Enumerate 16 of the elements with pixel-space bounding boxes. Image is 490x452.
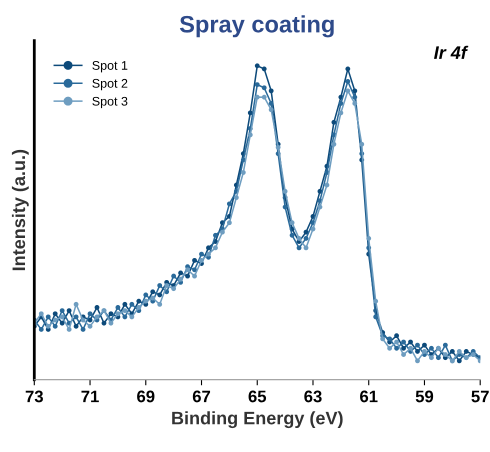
x-tick-label: 65 xyxy=(248,390,266,402)
x-tick-label: 57 xyxy=(471,390,489,402)
x-tick-label: 71 xyxy=(81,390,99,402)
x-tick-label: 67 xyxy=(192,390,210,402)
chart-title: Spray coating xyxy=(180,15,334,38)
x-tick-label: 61 xyxy=(360,390,378,402)
x-tick-label: 73 xyxy=(26,390,43,402)
x-tick-label: 63 xyxy=(304,390,322,402)
x-tick-label: 59 xyxy=(416,390,434,402)
text: Ir 4f xyxy=(434,46,468,59)
y-axis-title: Intensity (a.u.) xyxy=(12,150,29,270)
x-tick-label: 69 xyxy=(137,390,154,402)
legend-label: Spot 3 xyxy=(92,96,128,108)
legend-label: Spot 2 xyxy=(92,78,128,90)
legend-label: Spot 1 xyxy=(92,61,128,72)
x-axis-title: Binding Energy (eV) xyxy=(172,411,343,428)
